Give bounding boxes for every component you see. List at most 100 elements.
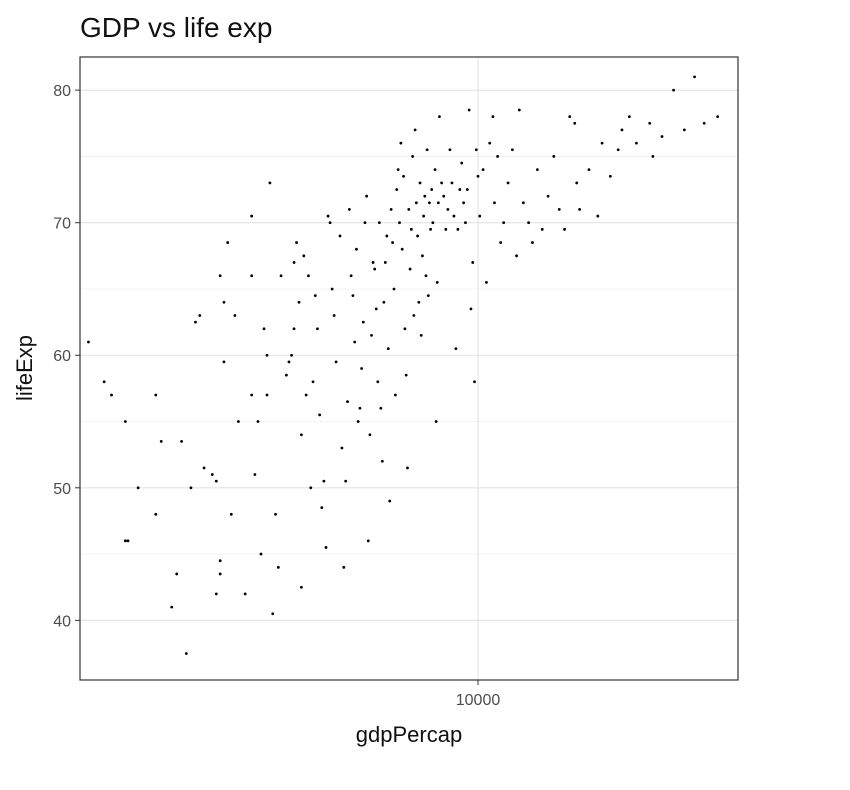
data-point bbox=[210, 473, 214, 476]
data-point bbox=[502, 221, 506, 225]
data-point bbox=[284, 373, 288, 377]
data-point bbox=[376, 380, 380, 384]
data-point bbox=[430, 188, 434, 191]
data-point bbox=[250, 393, 254, 397]
data-point bbox=[412, 314, 416, 317]
data-point bbox=[481, 168, 485, 172]
data-point bbox=[346, 400, 349, 404]
data-point bbox=[620, 128, 624, 132]
data-point bbox=[407, 208, 411, 211]
data-point bbox=[380, 459, 384, 463]
data-point bbox=[411, 155, 415, 158]
data-point bbox=[87, 340, 90, 344]
data-point bbox=[318, 413, 322, 417]
data-point bbox=[422, 214, 426, 218]
data-point bbox=[426, 294, 430, 297]
data-point bbox=[424, 274, 428, 278]
data-point bbox=[265, 393, 269, 397]
data-point bbox=[214, 592, 218, 596]
data-point bbox=[214, 479, 218, 483]
data-point bbox=[383, 261, 387, 264]
data-point bbox=[259, 552, 263, 556]
plot-panel-border bbox=[79, 56, 739, 681]
data-point bbox=[478, 214, 482, 218]
data-point bbox=[379, 406, 383, 410]
data-point bbox=[218, 572, 222, 576]
data-point bbox=[271, 612, 275, 616]
data-point bbox=[243, 592, 247, 596]
data-point bbox=[353, 340, 357, 344]
data-point bbox=[557, 208, 561, 211]
data-point bbox=[366, 539, 370, 543]
data-point bbox=[361, 320, 365, 324]
data-point bbox=[587, 168, 591, 172]
data-point bbox=[110, 393, 113, 397]
data-point bbox=[499, 241, 503, 244]
data-point bbox=[438, 115, 441, 119]
data-point bbox=[290, 353, 293, 357]
data-point bbox=[448, 148, 452, 152]
data-point bbox=[493, 201, 496, 205]
data-point bbox=[404, 373, 408, 377]
data-point bbox=[316, 327, 319, 331]
data-point bbox=[136, 486, 140, 490]
x-tick-label: 10000 bbox=[456, 692, 501, 709]
data-point bbox=[396, 168, 400, 172]
data-point bbox=[433, 168, 437, 172]
data-point bbox=[250, 274, 254, 278]
data-point bbox=[573, 121, 577, 125]
data-point bbox=[660, 135, 664, 138]
data-point bbox=[371, 261, 375, 264]
data-point bbox=[256, 420, 260, 423]
data-point bbox=[616, 148, 620, 152]
data-point bbox=[496, 155, 500, 158]
data-point bbox=[409, 227, 413, 231]
data-point bbox=[332, 314, 336, 317]
data-point bbox=[417, 300, 421, 304]
data-point bbox=[627, 115, 631, 119]
data-point bbox=[517, 108, 521, 112]
data-point bbox=[464, 221, 467, 225]
data-point bbox=[265, 353, 269, 357]
data-point bbox=[287, 360, 291, 364]
data-point bbox=[274, 512, 277, 516]
data-point bbox=[374, 307, 378, 311]
data-point bbox=[474, 148, 478, 152]
data-point bbox=[322, 479, 326, 483]
data-point bbox=[229, 512, 233, 516]
data-point bbox=[320, 506, 324, 510]
data-point bbox=[304, 393, 308, 397]
data-point bbox=[154, 512, 158, 516]
data-point bbox=[578, 208, 582, 211]
data-point bbox=[395, 188, 399, 191]
data-point bbox=[338, 234, 342, 238]
data-point bbox=[651, 155, 655, 158]
data-point bbox=[521, 201, 525, 205]
data-point bbox=[568, 115, 572, 119]
data-point bbox=[342, 565, 346, 569]
data-point bbox=[716, 115, 720, 119]
data-point bbox=[431, 221, 435, 225]
data-point bbox=[159, 440, 163, 443]
data-point bbox=[634, 141, 638, 145]
data-point bbox=[491, 115, 495, 119]
x-axis-title: gdpPercap bbox=[356, 722, 462, 747]
data-point bbox=[222, 360, 226, 364]
data-point bbox=[218, 559, 222, 563]
data-point bbox=[389, 208, 393, 211]
data-point bbox=[347, 208, 351, 211]
data-point bbox=[436, 201, 440, 205]
data-point bbox=[194, 320, 197, 324]
data-point bbox=[454, 347, 458, 351]
data-point bbox=[452, 214, 456, 218]
data-point bbox=[360, 367, 364, 370]
data-point bbox=[351, 294, 355, 297]
data-point bbox=[485, 280, 488, 284]
data-point bbox=[307, 274, 310, 278]
data-point bbox=[552, 155, 556, 158]
data-point bbox=[170, 605, 174, 609]
data-point bbox=[488, 141, 492, 145]
data-point bbox=[469, 307, 473, 311]
data-point bbox=[442, 194, 446, 198]
data-point bbox=[536, 168, 539, 172]
